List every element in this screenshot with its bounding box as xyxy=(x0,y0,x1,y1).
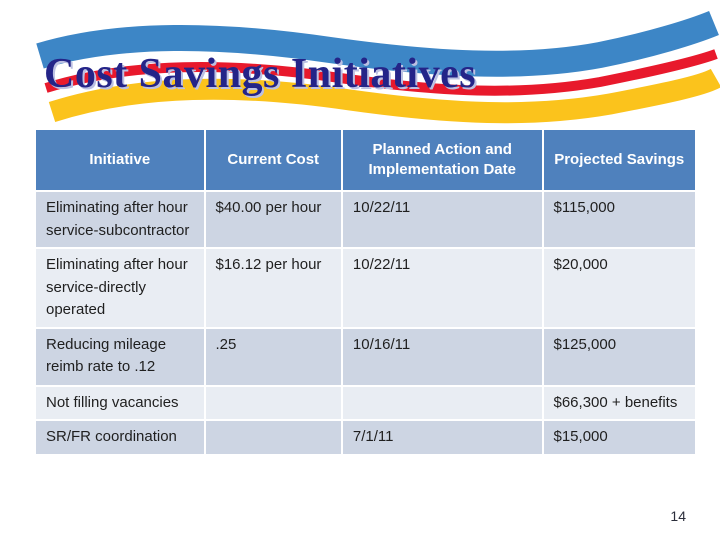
page-number: 14 xyxy=(670,508,686,524)
column-header-planned-action: Planned Action and Implementation Date xyxy=(342,130,542,190)
ribbon-yellow-band xyxy=(48,68,720,124)
cell-planned-action: 10/22/11 xyxy=(342,192,542,247)
cell-current-cost: $40.00 per hour xyxy=(205,192,341,247)
table-row: Reducing mileage reimb rate to .12 .25 1… xyxy=(36,328,695,385)
column-header-current-cost: Current Cost xyxy=(205,130,341,190)
table-row: Not filling vacancies $66,300 + benefits xyxy=(36,386,695,419)
table-row: Eliminating after hour service-subcontra… xyxy=(36,192,695,247)
cell-projected-savings: $15,000 xyxy=(543,421,695,454)
cell-planned-action: 10/22/11 xyxy=(342,249,542,327)
column-header-initiative: Initiative xyxy=(36,130,204,190)
cell-current-cost xyxy=(205,421,341,454)
ribbon-blue-band xyxy=(36,10,719,77)
column-header-projected-savings: Projected Savings xyxy=(543,130,695,190)
cell-projected-savings: $66,300 + benefits xyxy=(543,386,695,419)
cell-planned-action: 7/1/11 xyxy=(342,421,542,454)
cell-planned-action xyxy=(342,386,542,419)
cell-initiative: Eliminating after hour service-directly … xyxy=(36,249,204,327)
cell-current-cost: $16.12 per hour xyxy=(205,249,341,327)
cell-projected-savings: $115,000 xyxy=(543,192,695,247)
ribbon-red-band xyxy=(44,49,718,96)
cell-initiative: SR/FR coordination xyxy=(36,421,204,454)
cost-savings-table: Initiative Current Cost Planned Action a… xyxy=(34,128,697,456)
ribbon-wave-graphic xyxy=(36,10,720,124)
cell-initiative: Eliminating after hour service-subcontra… xyxy=(36,192,204,247)
cell-initiative: Reducing mileage reimb rate to .12 xyxy=(36,328,204,385)
slide-title: Cost Savings Initiatives xyxy=(44,51,477,97)
table-row: SR/FR coordination 7/1/11 $15,000 xyxy=(36,421,695,454)
cell-projected-savings: $125,000 xyxy=(543,328,695,385)
table-header-row: Initiative Current Cost Planned Action a… xyxy=(36,130,695,190)
cell-projected-savings: $20,000 xyxy=(543,249,695,327)
cell-current-cost xyxy=(205,386,341,419)
cell-planned-action: 10/16/11 xyxy=(342,328,542,385)
table-row: Eliminating after hour service-directly … xyxy=(36,249,695,327)
cell-initiative: Not filling vacancies xyxy=(36,386,204,419)
cell-current-cost: .25 xyxy=(205,328,341,385)
